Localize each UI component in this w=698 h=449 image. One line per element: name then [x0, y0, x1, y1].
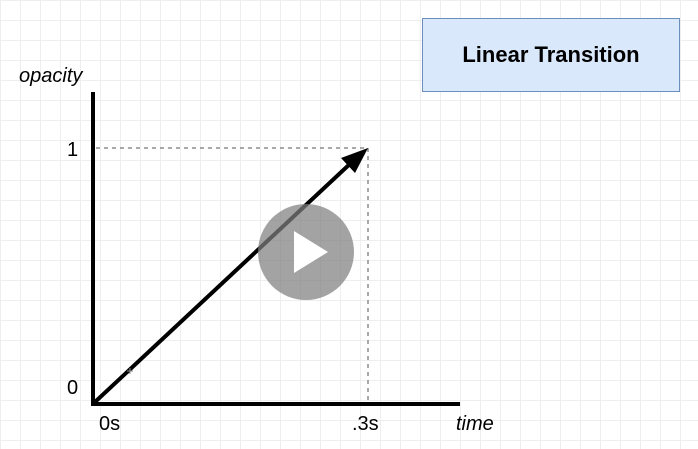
y-tick-1: 1: [67, 139, 78, 161]
transition-line: [93, 160, 354, 404]
y-axis-label: opacity: [19, 65, 83, 87]
play-button[interactable]: [258, 204, 354, 300]
x-axis-label: time: [456, 413, 494, 435]
y-tick-0: 0: [67, 377, 78, 399]
diagram-title: Linear Transition: [462, 42, 640, 67]
waypoint-marker: [127, 368, 133, 374]
play-icon: [294, 231, 328, 273]
arrowhead: [341, 148, 368, 173]
x-tick-0s: 0s: [99, 413, 120, 435]
x-tick-03s: .3s: [352, 413, 379, 435]
title-box: Linear Transition: [422, 18, 680, 92]
